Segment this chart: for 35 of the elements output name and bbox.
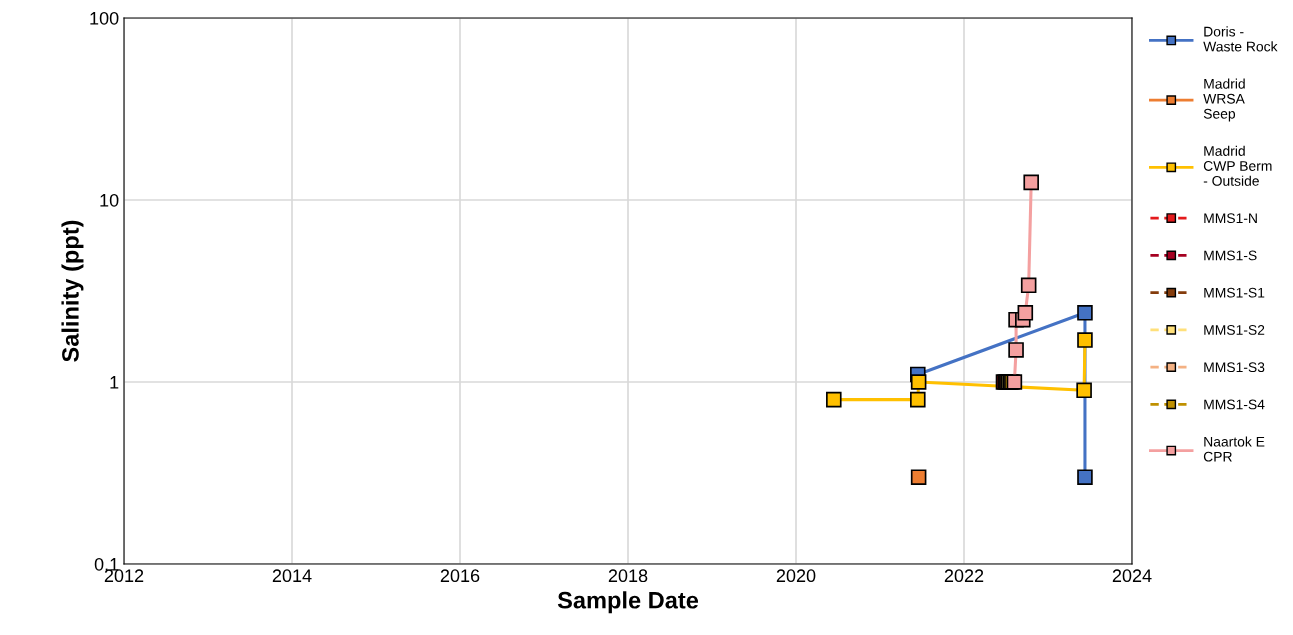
point: [1077, 332, 1093, 348]
point: [910, 374, 927, 390]
y-axis-title: Salinity (ppt): [61, 220, 84, 362]
y-tick-label: 10: [100, 193, 119, 207]
point: [910, 391, 926, 408]
x-tick-label: 2012: [104, 569, 144, 583]
x-tick-label: 2014: [272, 569, 312, 583]
legend-label: MMS1-S4: [1204, 399, 1265, 410]
x-axis-title: Sample Date: [557, 591, 699, 614]
legend-label: Madrid WRSA Seep: [1203, 78, 1245, 122]
point: [1008, 342, 1024, 358]
point: [910, 469, 927, 485]
x-tick-label: 2022: [944, 569, 984, 583]
y-tick-label: 0.1: [94, 557, 119, 571]
point: [1023, 174, 1039, 191]
x-tick-label: 2024: [1112, 569, 1152, 583]
legend-label: MMS1-N: [1204, 213, 1257, 224]
legend-label: Naartok E CPR: [1203, 436, 1265, 462]
point: [1020, 277, 1037, 294]
point: [1077, 305, 1093, 321]
y-tick-label: 1: [110, 376, 119, 389]
x-tick-label: 2016: [440, 569, 480, 583]
legend-label: Madrid CWP Berm - Outside: [1203, 145, 1272, 186]
point: [1077, 469, 1093, 485]
legend-label: MMS1-S: [1204, 250, 1257, 261]
point: [1017, 305, 1034, 321]
x-tick-label: 2018: [608, 569, 648, 583]
legend-label: MMS1-S1: [1204, 287, 1265, 298]
point: [1076, 382, 1092, 399]
x-tick-label: 2020: [776, 569, 816, 583]
legend-label: Doris - Waste Rock: [1203, 26, 1278, 52]
point: [826, 391, 842, 408]
y-tick-label: 100: [90, 11, 119, 25]
legend-label: MMS1-S2: [1204, 325, 1265, 335]
legend-label: MMS1-S3: [1204, 362, 1265, 373]
